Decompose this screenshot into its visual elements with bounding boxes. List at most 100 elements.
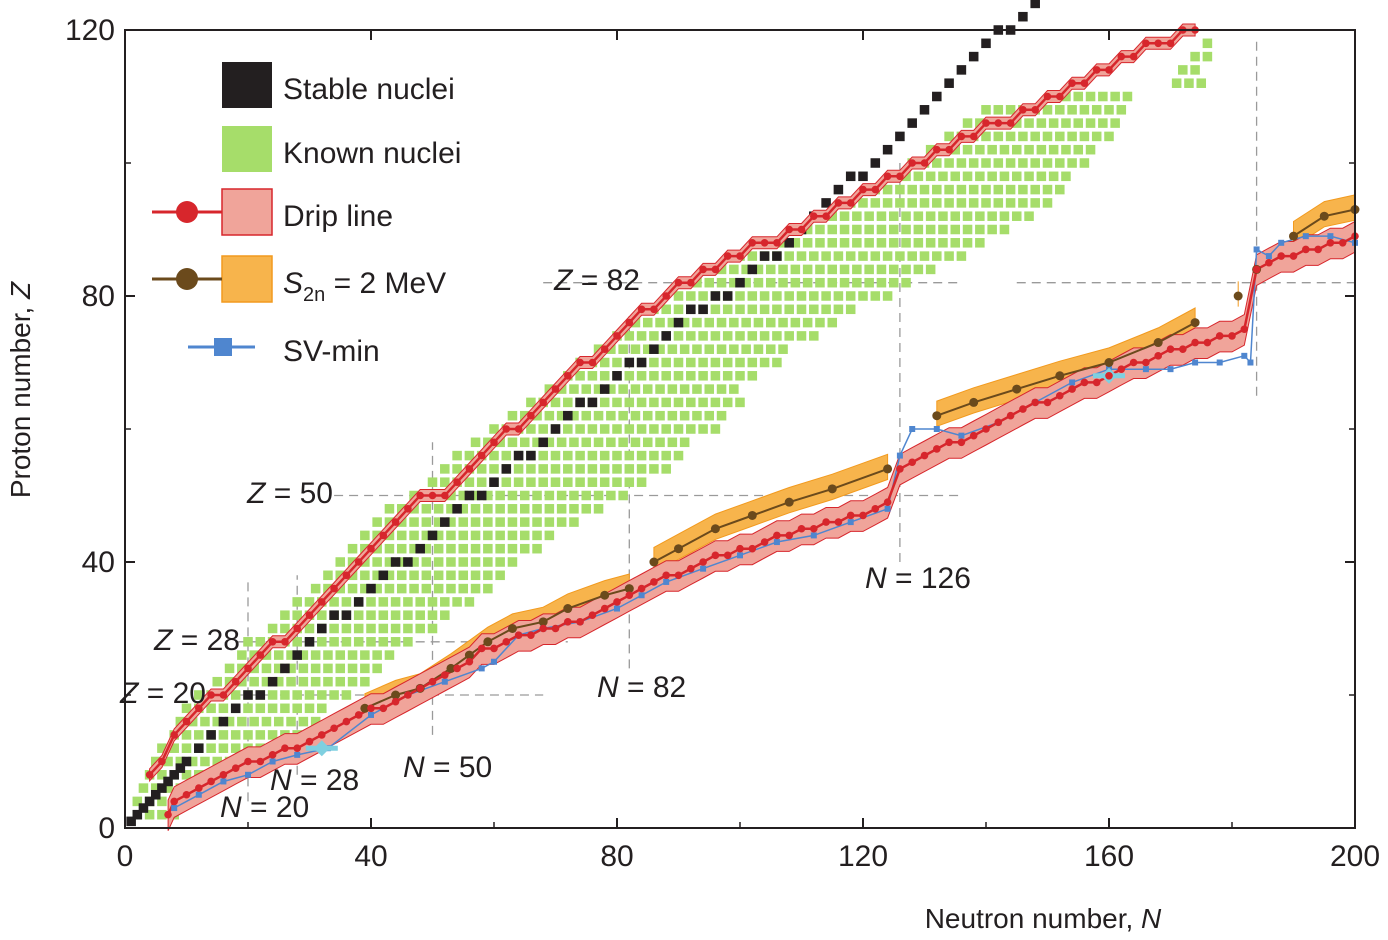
drip-point: [354, 711, 363, 719]
drip-point: [834, 199, 843, 207]
s2n-point: [649, 557, 659, 567]
s2n-point: [932, 411, 942, 421]
known-nucleus: [458, 557, 469, 567]
stable-nucleus: [833, 184, 844, 195]
known-nucleus: [852, 211, 862, 221]
magic-label: N = 28: [270, 764, 359, 797]
known-nucleus: [1005, 158, 1016, 168]
known-nucleus: [544, 530, 555, 541]
known-nucleus: [784, 291, 794, 301]
known-nucleus: [427, 610, 438, 620]
stable-nucleus: [956, 65, 967, 75]
known-nucleus: [409, 517, 419, 527]
known-nucleus: [852, 238, 862, 248]
known-nucleus: [360, 583, 370, 594]
known-nucleus: [378, 623, 389, 634]
known-nucleus: [427, 597, 438, 607]
known-nucleus: [144, 809, 155, 820]
known-nucleus: [519, 490, 530, 501]
known-nucleus: [882, 291, 893, 301]
drip-point: [625, 591, 634, 600]
drip-point: [846, 511, 855, 520]
known-nucleus: [415, 610, 425, 620]
known-nucleus: [360, 570, 370, 581]
svmin-marker: [958, 432, 965, 439]
drip-point: [219, 691, 228, 699]
known-nucleus: [243, 730, 253, 740]
known-nucleus: [458, 583, 469, 594]
known-nucleus: [440, 610, 450, 620]
known-nucleus: [187, 756, 198, 767]
known-nucleus: [815, 224, 825, 235]
stable-nucleus: [870, 158, 881, 168]
known-nucleus: [273, 663, 284, 674]
known-nucleus: [563, 477, 573, 487]
svmin-marker: [171, 805, 178, 812]
drip-point: [391, 518, 400, 526]
drip-point: [711, 265, 720, 274]
svmin-marker: [441, 678, 448, 685]
known-nucleus: [403, 623, 413, 634]
stable-nucleus: [673, 317, 684, 328]
known-nucleus: [292, 703, 302, 714]
known-nucleus: [716, 277, 727, 288]
known-nucleus: [1048, 144, 1059, 155]
axis-label-text: Neutron number,: [925, 903, 1141, 934]
known-nucleus: [556, 517, 567, 527]
drip-point: [1240, 325, 1249, 334]
known-nucleus: [864, 211, 874, 221]
known-nucleus: [353, 623, 364, 634]
drip-point: [1191, 338, 1199, 347]
known-nucleus: [1116, 105, 1127, 115]
known-nucleus: [975, 144, 985, 155]
known-nucleus: [975, 224, 985, 235]
drip-point: [170, 797, 178, 806]
y-tick-label: 40: [82, 546, 115, 579]
known-nucleus: [679, 344, 690, 354]
known-nucleus: [1055, 105, 1065, 115]
stable-nucleus: [526, 450, 536, 461]
known-nucleus: [925, 224, 936, 235]
known-nucleus: [507, 437, 518, 448]
drip-point: [564, 618, 572, 626]
known-nucleus: [507, 530, 518, 541]
known-nucleus: [679, 437, 690, 448]
y-axis-label: Proton number, Z: [5, 281, 36, 498]
drip-point: [453, 664, 461, 673]
known-nucleus: [956, 184, 967, 195]
known-nucleus: [735, 304, 745, 315]
known-nucleus: [409, 543, 419, 554]
magic-label-variable: N: [865, 562, 887, 595]
known-nucleus: [169, 743, 179, 753]
known-nucleus: [1061, 144, 1071, 155]
known-nucleus: [673, 450, 684, 461]
known-nucleus: [1036, 171, 1047, 182]
stable-nucleus: [157, 783, 167, 793]
known-nucleus: [550, 464, 561, 474]
known-nucleus: [932, 158, 942, 168]
drip-point: [1080, 79, 1089, 87]
svmin-marker: [269, 758, 276, 765]
known-nucleus: [1030, 198, 1040, 208]
s2n-band: [653, 453, 889, 574]
known-nucleus: [458, 517, 469, 527]
drip-point: [490, 438, 498, 447]
known-nucleus: [649, 397, 659, 408]
known-nucleus: [735, 397, 745, 408]
known-nucleus: [384, 650, 395, 660]
known-nucleus: [1202, 51, 1213, 62]
magic-label-variable: Z: [153, 624, 174, 657]
drip-point: [1277, 252, 1285, 260]
known-nucleus: [1042, 158, 1053, 168]
drip-point: [797, 225, 806, 234]
drip-point: [859, 511, 867, 520]
drip-point: [527, 631, 535, 639]
known-nucleus: [636, 331, 647, 341]
known-nucleus: [286, 676, 296, 687]
known-nucleus: [710, 357, 721, 368]
known-nucleus: [993, 184, 1004, 195]
drip-point: [404, 505, 412, 513]
known-nucleus: [526, 424, 536, 434]
drip-point: [1203, 338, 1212, 347]
known-nucleus: [464, 450, 475, 461]
